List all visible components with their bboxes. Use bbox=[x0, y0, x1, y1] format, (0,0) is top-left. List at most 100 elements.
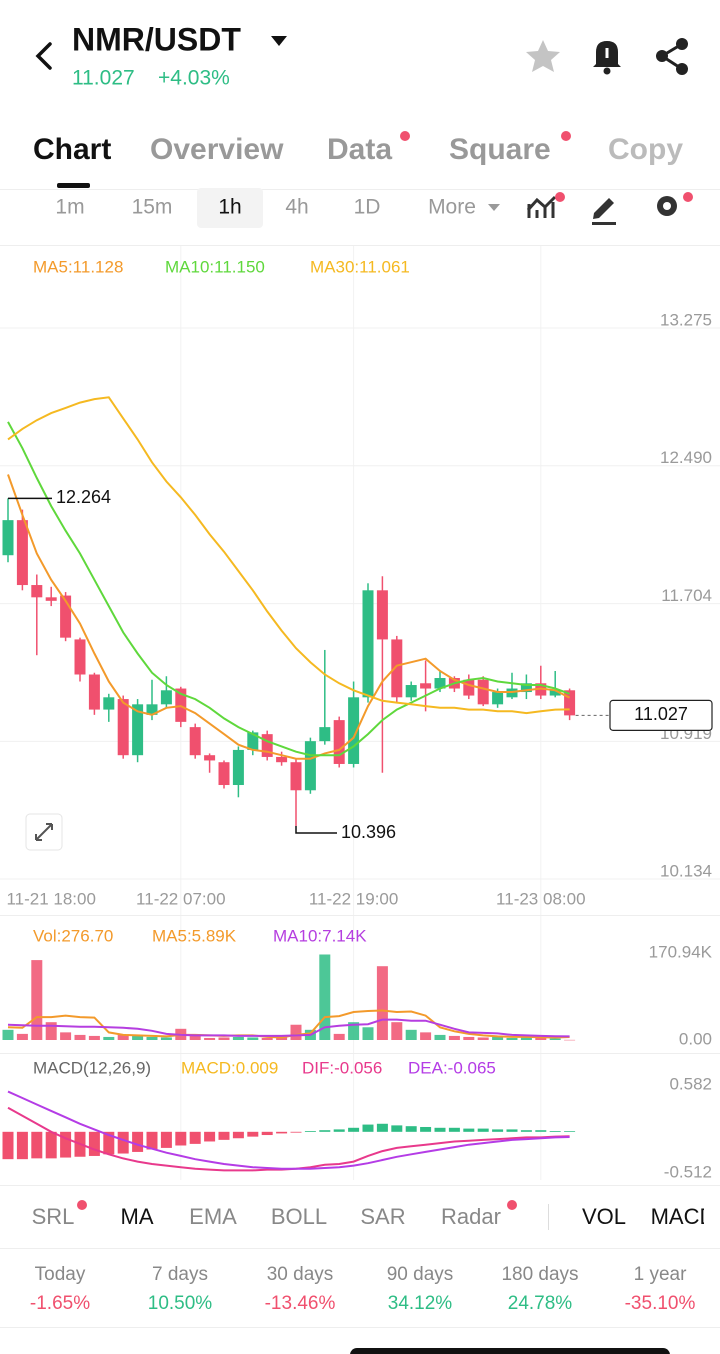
indicator-tab[interactable]: MA bbox=[121, 1204, 154, 1229]
tab[interactable]: Overview bbox=[150, 133, 284, 166]
pair-dropdown[interactable] bbox=[271, 36, 287, 46]
y-tick-label: 13.275 bbox=[660, 311, 712, 330]
macd-bar bbox=[146, 1131, 158, 1150]
indicator-icon[interactable] bbox=[526, 195, 557, 218]
draw-icon[interactable] bbox=[592, 198, 616, 225]
macd-bar bbox=[132, 1131, 144, 1152]
pair-name[interactable]: NMR/USDT bbox=[72, 21, 241, 57]
more-dropdown[interactable] bbox=[488, 204, 500, 211]
period-change: 24.78% bbox=[508, 1293, 573, 1314]
indicator-tab[interactable]: Radar bbox=[441, 1204, 501, 1229]
macd-bar bbox=[477, 1128, 489, 1132]
macd-bar bbox=[175, 1131, 187, 1146]
macd-bar bbox=[2, 1131, 14, 1160]
settings-icon[interactable] bbox=[657, 196, 677, 216]
timeframe[interactable]: 1D bbox=[354, 196, 381, 219]
volume-bar bbox=[117, 1034, 129, 1040]
volume-bar bbox=[333, 1033, 345, 1040]
badge-dot bbox=[561, 131, 571, 141]
volume-bar bbox=[232, 1036, 244, 1040]
macd-bar bbox=[290, 1131, 302, 1133]
tab[interactable]: Data bbox=[327, 133, 392, 166]
period-change: -35.10% bbox=[625, 1293, 696, 1314]
volume-bar bbox=[45, 1022, 57, 1040]
indicator-tab[interactable]: EMA bbox=[189, 1204, 237, 1229]
candle-body bbox=[405, 685, 417, 698]
volume-bar bbox=[520, 1037, 532, 1040]
indicator-tab[interactable]: MACD bbox=[651, 1204, 716, 1229]
candle-body bbox=[549, 690, 561, 696]
macd-bar bbox=[520, 1130, 532, 1132]
volume-bar bbox=[391, 1022, 403, 1040]
period-change: -1.65% bbox=[30, 1293, 90, 1314]
volume-ma-line bbox=[7, 1018, 570, 1038]
candle-body bbox=[117, 699, 129, 756]
candle-body bbox=[520, 683, 532, 693]
volume-bar bbox=[204, 1037, 216, 1040]
last-price: 11.027 bbox=[72, 67, 135, 90]
volume-bar bbox=[549, 1038, 561, 1040]
home-indicator bbox=[350, 1348, 670, 1354]
timeframe[interactable]: 4h bbox=[285, 196, 308, 219]
favorite-icon[interactable] bbox=[526, 40, 560, 72]
macd-bar bbox=[60, 1131, 72, 1158]
alert-icon[interactable] bbox=[593, 41, 621, 75]
legend-entry: MA10:11.150 bbox=[165, 257, 265, 276]
candle-body bbox=[564, 690, 576, 716]
tab[interactable]: Chart bbox=[33, 133, 111, 166]
period-label: 7 days bbox=[152, 1264, 208, 1285]
volume-bar bbox=[564, 1039, 576, 1041]
macd-bar bbox=[362, 1124, 374, 1132]
macd-bar bbox=[333, 1129, 345, 1132]
macd-bar bbox=[420, 1126, 432, 1132]
macd-bar bbox=[276, 1131, 288, 1134]
macd-bar bbox=[218, 1131, 230, 1140]
macd-bar bbox=[88, 1131, 100, 1156]
expand-button[interactable] bbox=[25, 813, 63, 851]
candle-body bbox=[247, 732, 259, 750]
volume-bar bbox=[160, 1037, 172, 1040]
indicator-tab[interactable]: SAR bbox=[360, 1204, 405, 1229]
badge-dot bbox=[555, 192, 565, 202]
candle-body bbox=[31, 585, 43, 598]
share-icon[interactable] bbox=[656, 38, 688, 75]
macd-bar bbox=[232, 1131, 244, 1139]
badge-dot bbox=[77, 1200, 87, 1210]
candle-body bbox=[218, 762, 230, 786]
indicator-tab[interactable]: VOL bbox=[582, 1204, 626, 1229]
timeframe[interactable]: 1m bbox=[55, 196, 84, 219]
badge-dot bbox=[507, 1200, 517, 1210]
price-change: +4.03% bbox=[158, 67, 230, 90]
y-tick-label: 10.134 bbox=[660, 862, 712, 881]
timeframe[interactable]: More bbox=[428, 196, 476, 219]
volume-bar bbox=[276, 1037, 288, 1040]
candle-body bbox=[16, 520, 28, 586]
volume-bar bbox=[420, 1032, 432, 1040]
active-tab-indicator bbox=[57, 183, 90, 188]
volume-bar bbox=[103, 1036, 115, 1040]
back-button[interactable] bbox=[35, 42, 52, 70]
volume-bar bbox=[146, 1036, 158, 1040]
tab[interactable]: Square bbox=[449, 133, 551, 166]
divider bbox=[0, 1185, 720, 1186]
volume-bar bbox=[535, 1037, 547, 1040]
macd-bar bbox=[535, 1130, 547, 1132]
separator bbox=[548, 1204, 549, 1230]
macd-bar bbox=[103, 1131, 115, 1155]
candle-body bbox=[132, 704, 144, 756]
y-tick-label: -0.512 bbox=[664, 1162, 712, 1181]
volume-bar bbox=[189, 1035, 201, 1040]
timeframe[interactable]: 15m bbox=[132, 196, 173, 219]
candle-body bbox=[2, 520, 14, 556]
indicator-tab[interactable]: SRL bbox=[32, 1204, 75, 1229]
volume-bar bbox=[247, 1037, 259, 1040]
candle-body bbox=[304, 741, 316, 791]
indicator-tab[interactable]: BOLL bbox=[271, 1204, 327, 1229]
period-label: 90 days bbox=[387, 1264, 454, 1285]
tab[interactable]: Copy bbox=[608, 133, 683, 166]
timeframe[interactable]: 1h bbox=[218, 196, 241, 219]
candle-body bbox=[477, 679, 489, 705]
candle-body bbox=[348, 697, 360, 764]
candle-body bbox=[189, 727, 201, 756]
